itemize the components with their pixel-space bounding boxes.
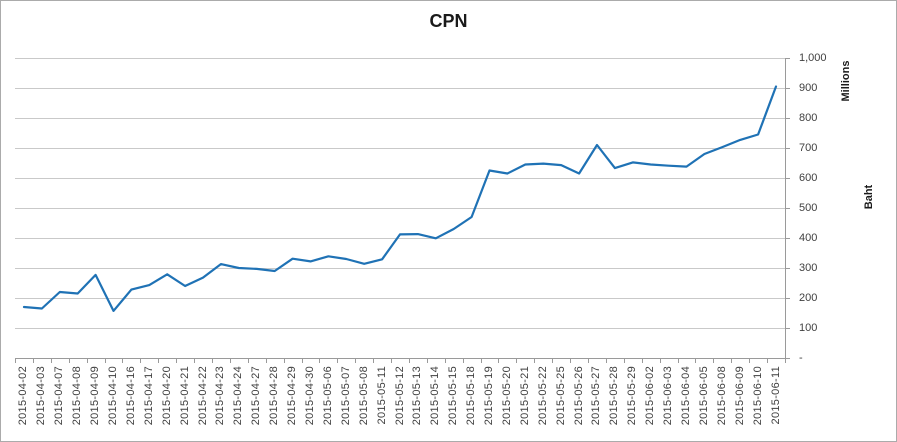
x-axis-label: 2015-06-05 xyxy=(697,366,710,426)
series-line-cpn xyxy=(22,85,778,312)
y-axis-label: 900 xyxy=(799,82,818,94)
x-axis-label: 2015-04-24 xyxy=(232,366,245,426)
x-axis-label: 2015-04-22 xyxy=(196,366,209,426)
y-axis-label: 400 xyxy=(799,232,818,244)
x-axis-label: 2015-06-03 xyxy=(662,366,675,426)
x-axis-label: 2015-04-21 xyxy=(178,366,191,426)
x-axis-label: 2015-06-02 xyxy=(644,366,657,426)
x-axis-label: 2015-04-16 xyxy=(124,366,137,426)
x-axis-label: 2015-04-09 xyxy=(89,366,102,426)
x-axis-label: 2015-04-27 xyxy=(250,366,263,426)
x-axis-label: 2015-05-19 xyxy=(483,366,496,426)
x-axis-label: 2015-05-21 xyxy=(518,366,531,426)
y-axis-label: 200 xyxy=(799,292,818,304)
x-axis-label: 2015-05-29 xyxy=(626,366,639,426)
x-axis-label: 2015-05-27 xyxy=(590,366,603,426)
y-axis-title: Baht xyxy=(863,184,875,210)
x-axis-label: 2015-04-10 xyxy=(106,366,119,426)
x-axis-label: 2015-05-25 xyxy=(554,366,567,426)
x-axis-label: 2015-05-08 xyxy=(357,366,370,426)
x-axis-label: 2015-05-13 xyxy=(411,366,424,426)
y-axis-label: 100 xyxy=(799,322,818,334)
x-axis-label: 2015-05-06 xyxy=(321,366,334,426)
x-axis-label: 2015-04-03 xyxy=(35,366,48,426)
y-axis-label: 800 xyxy=(799,112,818,124)
x-axis-label: 2015-06-09 xyxy=(733,366,746,426)
x-axis-label: 2015-04-28 xyxy=(268,366,281,426)
x-axis-label: 2015-04-08 xyxy=(71,366,84,426)
x-axis-label: 2015-05-28 xyxy=(608,366,621,426)
x-axis-label: 2015-05-22 xyxy=(536,366,549,426)
x-axis-label: 2015-05-07 xyxy=(339,366,352,426)
x-axis-label: 2015-06-11 xyxy=(769,366,782,425)
x-axis-label: 2015-04-07 xyxy=(53,366,66,426)
x-axis-label: 2015-05-18 xyxy=(465,366,478,426)
y-axis-label: 300 xyxy=(799,262,818,274)
x-axis-label: 2015-05-12 xyxy=(393,366,406,426)
chart-title: CPN xyxy=(429,11,468,31)
y-axis-label: - xyxy=(799,352,803,364)
x-axis-label: 2015-06-10 xyxy=(751,366,764,426)
x-axis-label: 2015-05-26 xyxy=(572,366,585,426)
x-axis-label: 2015-05-14 xyxy=(429,366,442,426)
x-axis-label: 2015-04-23 xyxy=(214,366,227,426)
y-axis-units-label: Millions xyxy=(840,60,852,102)
x-axis-label: 2015-05-15 xyxy=(447,366,460,426)
y-axis-label: 500 xyxy=(799,202,818,214)
x-axis-label: 2015-05-11 xyxy=(375,366,388,425)
y-axis-label: 600 xyxy=(799,172,818,184)
x-axis-label: 2015-05-20 xyxy=(500,366,513,426)
x-axis-label: 2015-06-04 xyxy=(680,366,692,426)
x-axis-label: 2015-04-20 xyxy=(160,366,173,426)
x-axis-label: 2015-06-08 xyxy=(715,366,728,426)
x-axis-label: 2015-04-02 xyxy=(17,366,30,426)
x-axis-label: 2015-04-30 xyxy=(303,366,316,426)
x-axis-label: 2015-04-29 xyxy=(286,366,299,426)
y-axis-label: 1,000 xyxy=(799,52,827,64)
x-axis-label: 2015-04-17 xyxy=(142,366,155,426)
y-axis-label: 700 xyxy=(799,142,818,154)
